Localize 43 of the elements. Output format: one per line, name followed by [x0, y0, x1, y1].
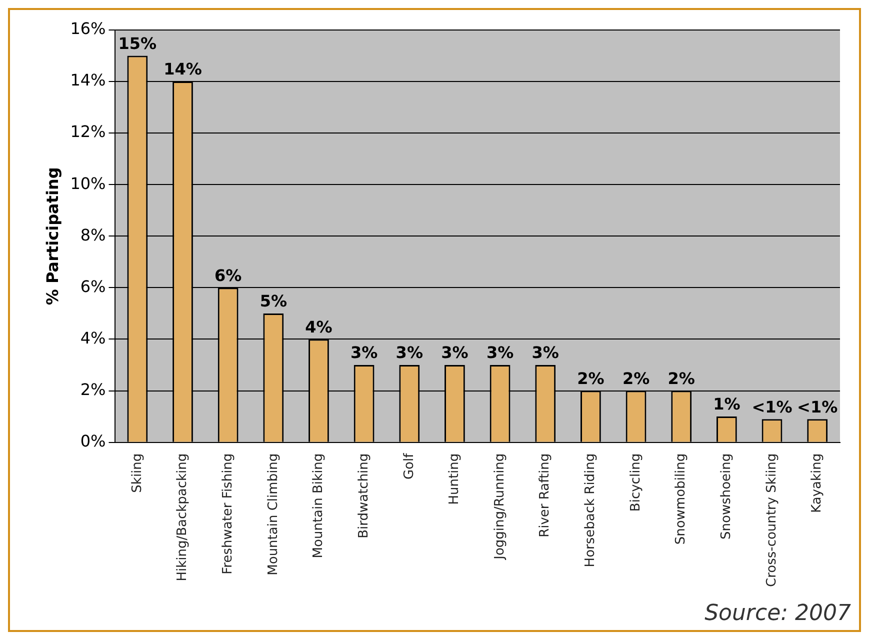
- x-tick-label: River Rafting: [538, 453, 553, 538]
- data-label: 4%: [305, 317, 332, 336]
- x-tick-label: Bicycling: [628, 453, 644, 512]
- x-tick-label: Snowshoeing: [719, 453, 734, 540]
- data-label: 3%: [441, 343, 468, 362]
- data-label: 3%: [532, 343, 559, 362]
- y-tick-label: 14%: [70, 70, 106, 90]
- y-tick-label: 10%: [70, 174, 106, 193]
- data-label: 3%: [396, 343, 423, 362]
- y-tick-label: 8%: [80, 225, 106, 244]
- data-label: 14%: [164, 60, 202, 79]
- x-tick-label: Birdwatching: [356, 453, 372, 538]
- x-tick-label: Freshwater Fishing: [220, 453, 236, 574]
- y-tick-label: 16%: [70, 19, 106, 38]
- x-tick-label: Mountain Climbing: [266, 453, 281, 576]
- data-label: 2%: [577, 368, 604, 388]
- data-label: <1%: [752, 397, 792, 416]
- data-label: 6%: [214, 266, 242, 285]
- y-tick-label: 12%: [70, 122, 106, 142]
- data-label: 3%: [350, 343, 378, 362]
- data-label: 1%: [713, 394, 740, 414]
- y-tick-label: 6%: [80, 276, 106, 296]
- x-tick-label: Hunting: [447, 453, 462, 505]
- y-tick-label: 2%: [80, 380, 106, 399]
- data-label: 3%: [486, 343, 514, 362]
- data-label: 15%: [118, 34, 157, 53]
- data-label: 5%: [260, 292, 287, 311]
- x-tick-label: Golf: [402, 452, 417, 480]
- x-tick-label: Kayaking: [810, 453, 825, 513]
- x-tick-label: Snowmobiling: [674, 453, 689, 545]
- data-label: <1%: [797, 397, 838, 416]
- data-label: 2%: [622, 368, 650, 388]
- x-tick-label: Horseback Riding: [583, 453, 598, 568]
- x-tick-label: Skiing: [130, 453, 145, 493]
- x-tick-label: Hiking/Backpacking: [175, 453, 190, 582]
- x-tick-label: Cross-country Skiing: [764, 453, 780, 588]
- y-tick-label: 0%: [80, 431, 106, 450]
- x-tick-label: Mountain Biking: [311, 453, 326, 558]
- y-tick-label: 4%: [80, 328, 106, 348]
- source-note: Source: 2007: [704, 601, 851, 626]
- y-axis-title: % Participating: [42, 167, 62, 306]
- x-tick-label: Jogging/Running: [492, 453, 508, 560]
- data-label: 2%: [668, 368, 695, 388]
